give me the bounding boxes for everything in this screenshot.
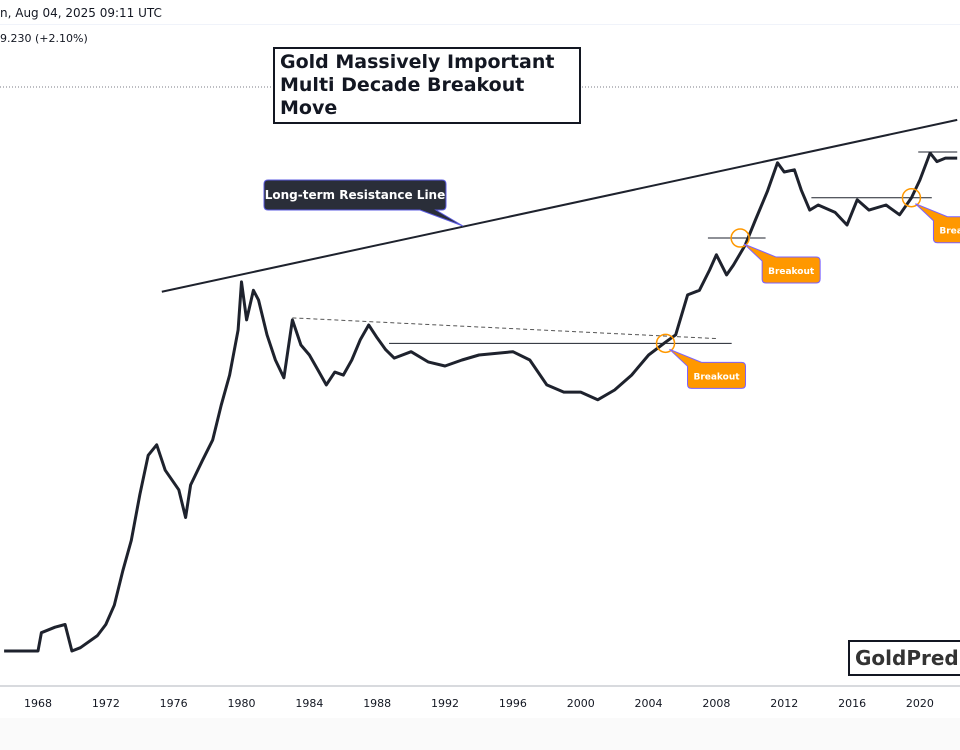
chart-title: Gold Massively Important Multi Decade Br… bbox=[273, 47, 581, 124]
title-line-2: Multi Decade Breakout Move bbox=[280, 74, 525, 119]
x-tick-label: 1988 bbox=[363, 697, 391, 710]
resistance-callout: Long-term Resistance Line bbox=[263, 179, 464, 227]
breakout-bubble bbox=[915, 203, 960, 244]
breakout-annotation: Breakout bbox=[655, 333, 747, 389]
breakout-circle bbox=[901, 187, 922, 208]
header-price-change: 9.230 (+2.10%) bbox=[0, 32, 88, 45]
breakout-annotation: Breakout bbox=[730, 228, 821, 284]
breakout-circle bbox=[655, 333, 676, 354]
breakout-label: Breakout bbox=[768, 267, 815, 277]
x-tick-label: 2012 bbox=[770, 697, 798, 710]
callout-label: Long-term Resistance Line bbox=[265, 188, 446, 202]
x-tick-label: 2020 bbox=[906, 697, 934, 710]
x-tick-label: 2016 bbox=[838, 697, 866, 710]
breakout-circle bbox=[730, 228, 750, 248]
x-tick-label: 1992 bbox=[431, 697, 459, 710]
x-tick-label: 1996 bbox=[499, 697, 527, 710]
x-tick-label: 1984 bbox=[295, 697, 323, 710]
x-tick-label: 1980 bbox=[228, 697, 256, 710]
title-line-1: Gold Massively Important bbox=[280, 51, 555, 73]
resistance-line bbox=[161, 118, 958, 293]
x-tick-label: 1972 bbox=[92, 697, 120, 710]
watermark-logo: GoldPredic bbox=[848, 640, 960, 676]
breakout-label: Breakout bbox=[693, 372, 740, 382]
x-tick-label: 2008 bbox=[702, 697, 730, 710]
bottom-area bbox=[0, 718, 960, 750]
gold-price-series bbox=[4, 151, 958, 653]
x-tick-label: 1968 bbox=[24, 697, 52, 710]
dashed-trendline bbox=[292, 317, 717, 340]
breakout-bubble bbox=[743, 243, 821, 284]
header-divider bbox=[0, 24, 960, 25]
breakout-annotation: Breakout bbox=[901, 187, 960, 244]
x-tick-label: 1976 bbox=[160, 697, 188, 710]
header-timestamp: n, Aug 04, 2025 09:11 UTC bbox=[0, 6, 162, 20]
x-tick-label: 2004 bbox=[635, 697, 663, 710]
callout-bubble bbox=[263, 179, 464, 227]
breakout-bubble bbox=[669, 348, 747, 389]
breakout-label: Breakout bbox=[939, 227, 960, 237]
x-tick-label: 2000 bbox=[567, 697, 595, 710]
